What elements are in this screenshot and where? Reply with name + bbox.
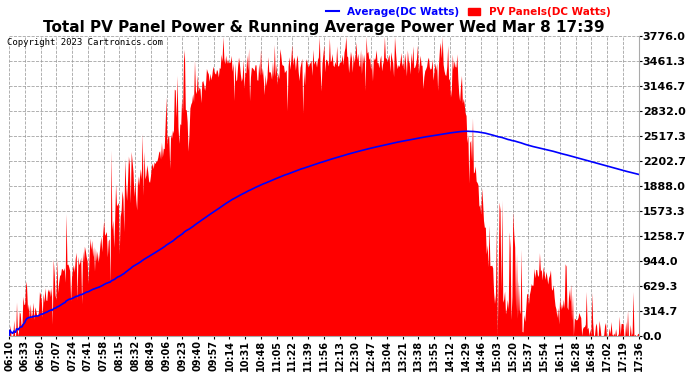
Title: Total PV Panel Power & Running Average Power Wed Mar 8 17:39: Total PV Panel Power & Running Average P… [43,20,604,35]
Text: Copyright 2023 Cartronics.com: Copyright 2023 Cartronics.com [7,38,163,47]
Legend: Average(DC Watts), PV Panels(DC Watts): Average(DC Watts), PV Panels(DC Watts) [322,3,615,21]
